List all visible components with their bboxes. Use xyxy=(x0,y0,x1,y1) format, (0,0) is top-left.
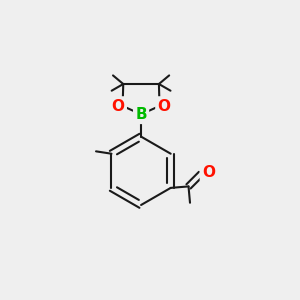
Text: O: O xyxy=(112,98,125,113)
Text: B: B xyxy=(135,107,147,122)
Text: O: O xyxy=(158,98,170,113)
Text: O: O xyxy=(202,165,215,180)
